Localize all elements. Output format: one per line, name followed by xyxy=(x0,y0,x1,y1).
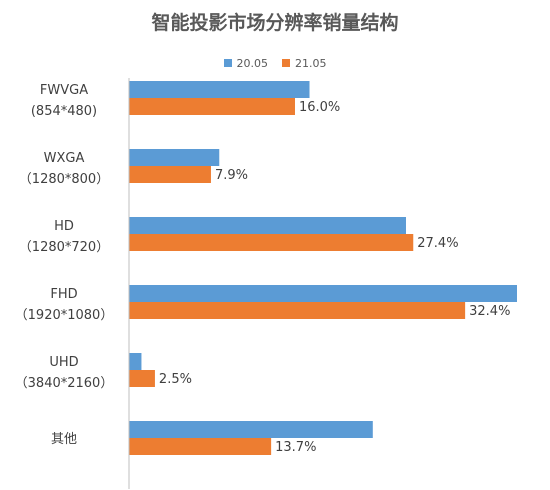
category-label-5-line-1: UHD xyxy=(49,355,78,370)
bar-series-1-cat-4 xyxy=(129,285,517,302)
bar-series-1-cat-3 xyxy=(129,217,406,234)
category-label-3-line-1: HD xyxy=(54,219,74,234)
bar-series-1-cat-5 xyxy=(129,353,142,370)
data-label-cat-6: 13.7% xyxy=(275,440,316,455)
legend-swatch-series-1 xyxy=(223,59,232,67)
legend-swatch-series-2 xyxy=(282,59,290,67)
bar-series-2-cat-5 xyxy=(129,370,155,387)
category-label-2-line-2: （1280*800） xyxy=(19,172,109,187)
bar-series-2-cat-1 xyxy=(129,98,295,115)
bar-series-1-cat-1 xyxy=(129,81,310,98)
data-label-cat-2: 7.9% xyxy=(215,168,248,183)
legend-label-series-1: 20.05 xyxy=(236,56,269,70)
bar-series-2-cat-6 xyxy=(129,438,272,455)
category-label-1-line-1: FWVGA xyxy=(40,83,88,98)
legend-item-series-2: 21.05 xyxy=(282,57,327,70)
bar-series-1-cat-2 xyxy=(129,149,220,166)
category-label-1-line-2: (854*480) xyxy=(31,104,97,119)
legend-label-series-2: 21.05 xyxy=(295,56,327,70)
data-label-cat-5: 2.5% xyxy=(159,372,192,387)
category-label-4-line-2: （1920*1080） xyxy=(15,308,114,323)
category-label-4-line-1: FHD xyxy=(50,287,77,302)
bar-series-2-cat-2 xyxy=(129,166,211,183)
bar-series-2-cat-3 xyxy=(129,234,414,251)
data-label-cat-1: 16.0% xyxy=(299,100,340,115)
legend: 20.05 21.05 xyxy=(0,55,550,71)
category-label-5-line-2: （3840*2160） xyxy=(15,376,114,391)
chart-title: 智能投影市场分辨率销量结构 xyxy=(151,12,399,34)
bar-series-2-cat-4 xyxy=(129,302,466,319)
category-label-6-line-1: 其他 xyxy=(51,432,77,447)
bar-series-1-cat-6 xyxy=(129,421,373,438)
category-label-3-line-2: （1280*720） xyxy=(19,240,109,255)
legend-item-series-1: 20.05 xyxy=(223,56,269,70)
data-label-cat-3: 27.4% xyxy=(417,236,458,251)
data-label-cat-4: 32.4% xyxy=(469,304,510,319)
category-label-2-line-1: WXGA xyxy=(44,151,85,166)
